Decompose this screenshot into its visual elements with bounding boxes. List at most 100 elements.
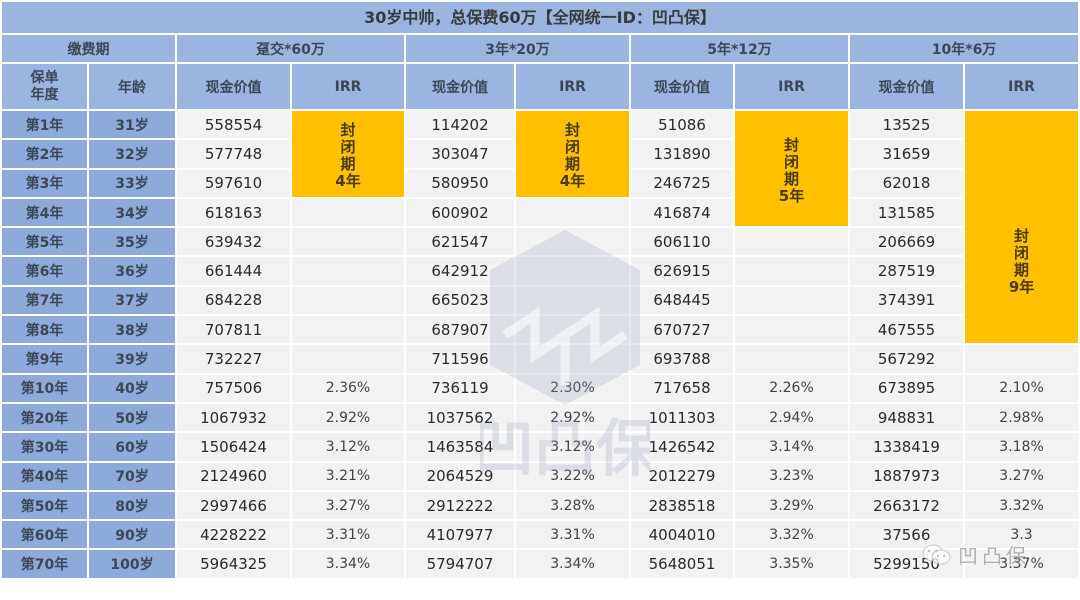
policy-year-cell: 第5年 [2, 228, 87, 258]
cash-value-cell: 374391 [850, 286, 964, 317]
cash-value-cell: 5794707 [406, 550, 514, 580]
lockup-label: 期 [784, 169, 800, 188]
lockup-period-block: 封闭期 9年 [965, 111, 1079, 346]
plan-header-5yr: 5年*12万 [631, 35, 849, 64]
irr-cell: 3.37% [965, 550, 1079, 580]
cash-value-cell: 597610 [177, 169, 290, 199]
policy-year-label: 保单 年度 [30, 69, 59, 103]
cash-value-cell: 416874 [631, 198, 734, 229]
cash-value-cell: 2064529 [406, 462, 514, 492]
cash-value-cell: 558554 [177, 111, 290, 141]
irr-cell: 3.35% [735, 550, 849, 580]
policy-year-cell: 第6年 [2, 257, 87, 287]
lockup-label: 闭 [784, 152, 800, 171]
lockup-period-block: 封闭期 4年 [292, 111, 404, 199]
table-row: 第40年 70岁 2124960 3.21% 2064529 3.22% 2012279 3.… [2, 462, 1079, 492]
table-row: 第9年 39岁 732227 711596 693788 567292 [2, 345, 1079, 375]
cash-value-cell: 648445 [631, 286, 734, 317]
cash-value-cell: 1426542 [631, 433, 734, 463]
cash-value-cell: 687907 [406, 316, 514, 346]
irr-cell: 3.34% [516, 550, 630, 580]
irr-cell: 2.98% [965, 403, 1079, 434]
lockup-label: 5年 [778, 186, 805, 205]
irr-header: IRR [965, 64, 1079, 111]
age-header: 年龄 [89, 64, 175, 111]
plan-header-10yr: 10年*6万 [850, 35, 1079, 64]
lockup-label: 4年 [559, 171, 586, 190]
irr-cell [292, 316, 404, 346]
cash-value-cell: 621547 [406, 228, 514, 258]
cash-value-cell: 1887973 [850, 462, 964, 492]
table-row: 第60年 90岁 4228222 3.31% 4107977 3.31% 4004010 3.… [2, 521, 1079, 551]
lockup-label: 闭 [340, 137, 356, 156]
age-cell: 90岁 [89, 521, 175, 551]
policy-year-cell: 第4年 [2, 198, 87, 229]
irr-cell [292, 198, 404, 229]
age-cell: 40岁 [89, 374, 175, 404]
cash-value-header: 现金价值 [631, 64, 734, 111]
cash-value-cell: 2997466 [177, 491, 290, 522]
irr-cell [516, 198, 630, 229]
cash-value-cell: 2012279 [631, 462, 734, 492]
table-row: 第2年 32岁 577748 303047 131890 31659 [2, 140, 1078, 170]
irr-cell: 3.14% [735, 433, 849, 463]
irr-cell: 3.3 [965, 521, 1079, 551]
cash-value-cell: 131890 [631, 140, 734, 170]
cash-value-cell: 580950 [406, 169, 514, 199]
irr-cell: 3.31% [292, 521, 404, 551]
cash-value-cell: 1067932 [177, 403, 290, 434]
cash-value-cell: 37566 [850, 521, 964, 551]
irr-cell: 3.21% [292, 462, 404, 492]
payment-period-header: 缴费期 [2, 35, 175, 64]
irr-cell: 3.23% [735, 462, 849, 492]
cash-value-cell: 4004010 [631, 521, 734, 551]
cash-value-cell: 287519 [850, 257, 964, 287]
lockup-label: 期 [1014, 261, 1030, 280]
irr-cell [735, 286, 849, 317]
irr-cell: 2.26% [735, 374, 849, 404]
table-row: 第3年 33岁 597610 580950 246725 62018 [2, 169, 1078, 199]
cash-value-cell: 5964325 [177, 550, 290, 580]
policy-year-cell: 第8年 [2, 316, 87, 346]
irr-cell [292, 257, 404, 287]
irr-cell [516, 345, 630, 375]
plan-header-single: 趸交*60万 [177, 35, 404, 64]
irr-header: IRR [516, 64, 630, 111]
cash-value-cell: 567292 [850, 345, 964, 375]
policy-year-header: 保单 年度 [2, 64, 87, 111]
age-cell: 34岁 [89, 198, 175, 229]
age-cell: 31岁 [89, 111, 175, 141]
irr-cell: 3.32% [735, 521, 849, 551]
lockup-period-block: 封闭期 5年 [735, 111, 849, 229]
irr-header: IRR [735, 64, 849, 111]
policy-year-cell: 第3年 [2, 169, 87, 199]
cash-value-cell: 51086 [631, 111, 734, 141]
cash-value-cell: 717658 [631, 374, 734, 404]
irr-cell: 3.22% [516, 462, 630, 492]
cash-value-cell: 2838518 [631, 491, 734, 522]
cash-value-irr-table: 缴费期 趸交*60万 3年*20万 5年*12万 10年*6万 保单 年度 年龄… [0, 35, 1080, 580]
policy-year-cell: 第2年 [2, 140, 87, 170]
table-row: 第70年 100岁 5964325 3.34% 5794707 3.34% 5648051 3… [2, 550, 1079, 580]
cash-value-cell: 13525 [850, 111, 964, 141]
lockup-label: 9年 [1008, 278, 1035, 297]
age-cell: 36岁 [89, 257, 175, 287]
cash-value-cell: 303047 [406, 140, 514, 170]
policy-year-cell: 第10年 [2, 374, 87, 404]
cash-value-header: 现金价值 [406, 64, 514, 111]
cash-value-cell: 131585 [850, 198, 964, 229]
cash-value-cell: 2124960 [177, 462, 290, 492]
lockup-label: 期 [565, 154, 581, 173]
irr-cell: 3.31% [516, 521, 630, 551]
irr-cell: 3.28% [516, 491, 630, 522]
cash-value-cell: 736119 [406, 374, 514, 404]
irr-cell: 2.92% [292, 403, 404, 434]
cash-value-cell: 31659 [850, 140, 964, 170]
irr-cell: 2.10% [965, 374, 1079, 404]
irr-cell [516, 286, 630, 317]
table-row: 第10年 40岁 757506 2.36% 736119 2.30% 717658 2.26%… [2, 374, 1079, 404]
irr-cell [292, 228, 404, 258]
irr-cell: 2.94% [735, 403, 849, 434]
cash-value-cell: 600902 [406, 198, 514, 229]
lockup-label: 封 [565, 120, 581, 139]
